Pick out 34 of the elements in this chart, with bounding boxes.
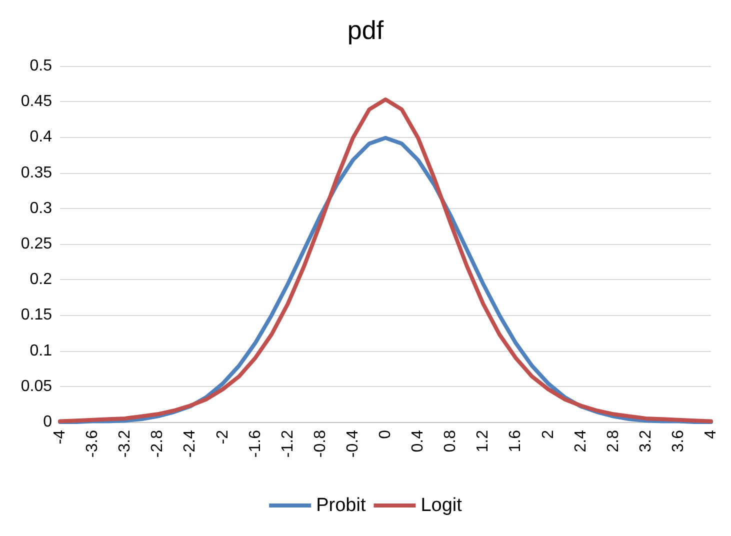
y-tick-label: 0.5 — [30, 58, 52, 74]
y-tick-label: 0.15 — [20, 306, 52, 324]
x-tick-label: -4 — [52, 430, 68, 444]
y-tick-label: 0.1 — [30, 342, 52, 360]
x-tick-label: -1.6 — [246, 430, 264, 458]
x-tick-label: -3.6 — [84, 430, 102, 458]
x-tick-label: 4 — [702, 430, 720, 439]
legend-label: Probit — [316, 495, 366, 516]
x-tick-label: 2.4 — [572, 430, 590, 452]
x-tick-label: -0.4 — [344, 430, 362, 458]
x-tick-label: 2 — [540, 430, 557, 439]
legend-label: Logit — [420, 495, 463, 516]
x-tick-label: 2.8 — [604, 430, 622, 452]
x-tick-label: 0.4 — [410, 430, 427, 452]
chart-title: pdf — [347, 15, 384, 45]
y-tick-label: 0.3 — [30, 200, 52, 217]
y-tick-label: 0.05 — [20, 378, 52, 395]
x-tick-label: 3.2 — [637, 430, 654, 452]
y-tick-label: 0.35 — [20, 164, 52, 182]
x-tick-label: 0.8 — [442, 430, 460, 452]
x-tick-label: -1.2 — [279, 430, 296, 458]
x-tick-label: 1.2 — [474, 430, 492, 452]
y-tick-label: 0.25 — [20, 236, 52, 252]
x-tick-label: 1.6 — [507, 430, 524, 452]
y-tick-label: 0.2 — [30, 271, 52, 288]
x-tick-label: -3.2 — [116, 430, 134, 458]
x-tick-label: -0.8 — [312, 430, 329, 458]
x-tick-label: -2.4 — [182, 430, 199, 458]
x-tick-label: 0 — [377, 430, 394, 439]
y-tick-label: 0.4 — [30, 128, 52, 146]
x-tick-label: -2.8 — [149, 430, 166, 458]
x-tick-label: 3.6 — [670, 430, 687, 452]
y-tick-label: 0.45 — [20, 93, 52, 110]
x-tick-label: -2 — [214, 430, 232, 444]
